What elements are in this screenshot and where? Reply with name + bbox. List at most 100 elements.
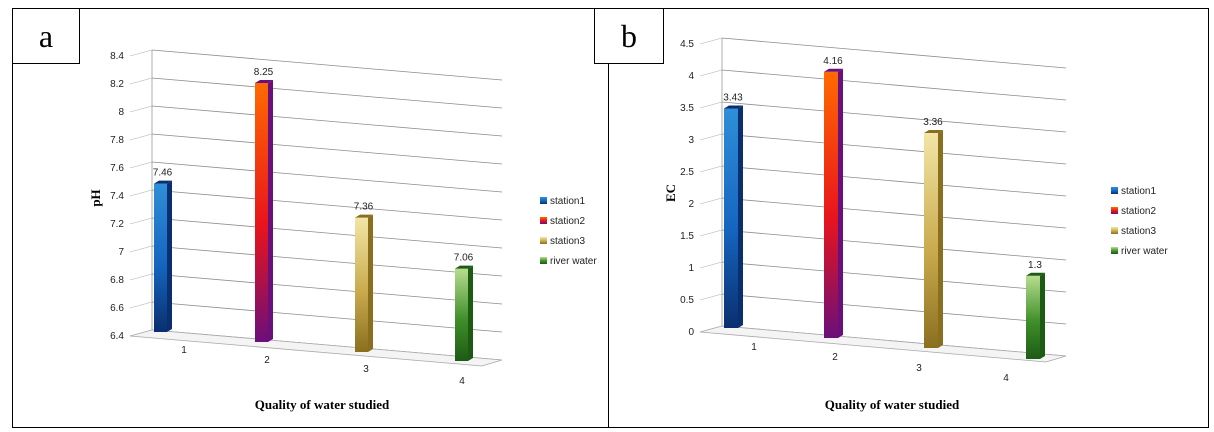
data-label: 7.06 xyxy=(454,253,474,264)
side-gridline xyxy=(129,105,153,113)
data-label: 4.16 xyxy=(823,56,843,67)
side-gridline xyxy=(699,229,723,237)
side-gridline xyxy=(129,133,153,141)
legend-swatch xyxy=(540,197,547,204)
y-tick-label: 7.4 xyxy=(110,191,124,202)
chart-floor xyxy=(699,325,1067,363)
side-gridline xyxy=(699,261,723,269)
bar-top xyxy=(724,105,743,109)
x-tick-label: 2 xyxy=(264,355,270,366)
gridline xyxy=(151,105,503,137)
gridline xyxy=(151,49,503,81)
bar-station3 xyxy=(355,217,368,352)
y-tick-label: 1.5 xyxy=(680,231,694,242)
side-gridline xyxy=(699,197,723,205)
side-gridline xyxy=(699,133,723,141)
bar-side xyxy=(368,214,373,352)
y-tick-label: 7.8 xyxy=(110,135,124,146)
gridline xyxy=(721,69,1067,101)
y-tick-label: 6.4 xyxy=(110,331,124,342)
y-tick-label: 6.6 xyxy=(110,303,124,314)
x-tick-label: 3 xyxy=(916,363,922,374)
y-tick-label: 3 xyxy=(688,135,694,146)
side-gridline xyxy=(129,77,153,85)
legend-swatch xyxy=(540,257,547,264)
legend-swatch xyxy=(1111,207,1118,214)
bar-side xyxy=(167,180,172,332)
y-tick-label: 8 xyxy=(118,107,124,118)
bar-side xyxy=(1040,272,1045,359)
bar-top xyxy=(255,80,273,83)
bar-top xyxy=(1026,272,1045,276)
legend-label: station1 xyxy=(550,196,585,207)
gridline xyxy=(151,189,503,221)
bar-top xyxy=(355,214,373,218)
y-tick-label: 7 xyxy=(118,247,124,258)
y-tick-label: 1 xyxy=(688,263,694,274)
y-tick-label: 7.6 xyxy=(110,163,124,174)
side-gridline xyxy=(129,245,153,253)
bar-station2 xyxy=(824,71,838,338)
data-label: 3.36 xyxy=(923,117,943,128)
legend-label: station3 xyxy=(1121,226,1156,237)
bar-station2 xyxy=(255,83,268,342)
legend-label: station3 xyxy=(550,236,585,247)
legend-label: station1 xyxy=(1121,186,1156,197)
x-tick-label: 2 xyxy=(832,352,838,363)
bar-side xyxy=(838,68,843,338)
bar-station3 xyxy=(924,132,938,348)
gridline xyxy=(151,273,503,305)
gridline xyxy=(721,197,1067,229)
side-gridline xyxy=(699,69,723,77)
side-gridline xyxy=(129,161,153,169)
y-tick-label: 4 xyxy=(688,71,694,82)
gridline xyxy=(721,293,1067,325)
bar-river-water xyxy=(1026,275,1040,359)
y-tick-label: 6.8 xyxy=(110,275,124,286)
side-gridline xyxy=(129,217,153,225)
y-axis-title: pH xyxy=(88,189,103,206)
side-gridline xyxy=(699,37,723,45)
gridline xyxy=(151,301,503,333)
gridline xyxy=(721,165,1067,197)
legend-swatch xyxy=(1111,247,1118,254)
chart-a-svg: 6.4 6.6 6.8 7 7.2 7.4 7.6 7.8 8 8.2 8.4 7.46 8.25 7.3… xyxy=(88,49,597,412)
panel-divider xyxy=(608,8,609,428)
x-tick-label: 1 xyxy=(181,345,187,356)
data-label: 7.36 xyxy=(354,202,374,213)
side-gridline xyxy=(129,189,153,197)
gridline xyxy=(721,229,1067,261)
gridline xyxy=(721,101,1067,133)
side-gridline xyxy=(699,293,723,301)
legend-swatch xyxy=(540,237,547,244)
data-label: 3.43 xyxy=(723,92,743,103)
data-label: 8.25 xyxy=(254,67,274,78)
bar-top xyxy=(924,129,943,133)
gridline xyxy=(721,261,1067,293)
gridline xyxy=(151,77,503,109)
bar-side xyxy=(268,80,273,342)
x-tick-label: 3 xyxy=(363,364,369,375)
bar-side xyxy=(468,265,473,361)
bar-station1 xyxy=(724,108,738,328)
y-tick-label: 4.5 xyxy=(680,39,694,50)
legend-label: station2 xyxy=(1121,206,1156,217)
side-gridline xyxy=(129,273,153,281)
bar-side xyxy=(938,129,943,348)
legend-swatch xyxy=(540,217,547,224)
bar-top xyxy=(154,180,172,184)
x-tick-label: 4 xyxy=(1003,373,1009,384)
data-label: 7.46 xyxy=(153,168,173,179)
legend-swatch xyxy=(1111,187,1118,194)
y-tick-label: 8.2 xyxy=(110,79,124,90)
bar-side xyxy=(738,105,743,328)
legend-label: station2 xyxy=(550,216,585,227)
gridline xyxy=(721,133,1067,165)
side-gridline xyxy=(129,49,153,57)
legend-label: river water xyxy=(1121,246,1168,257)
x-axis-title: Quality of water studied xyxy=(825,397,960,412)
y-tick-label: 7.2 xyxy=(110,219,124,230)
bar-top xyxy=(455,265,473,269)
chart-floor xyxy=(129,329,503,367)
side-gridline xyxy=(129,301,153,309)
